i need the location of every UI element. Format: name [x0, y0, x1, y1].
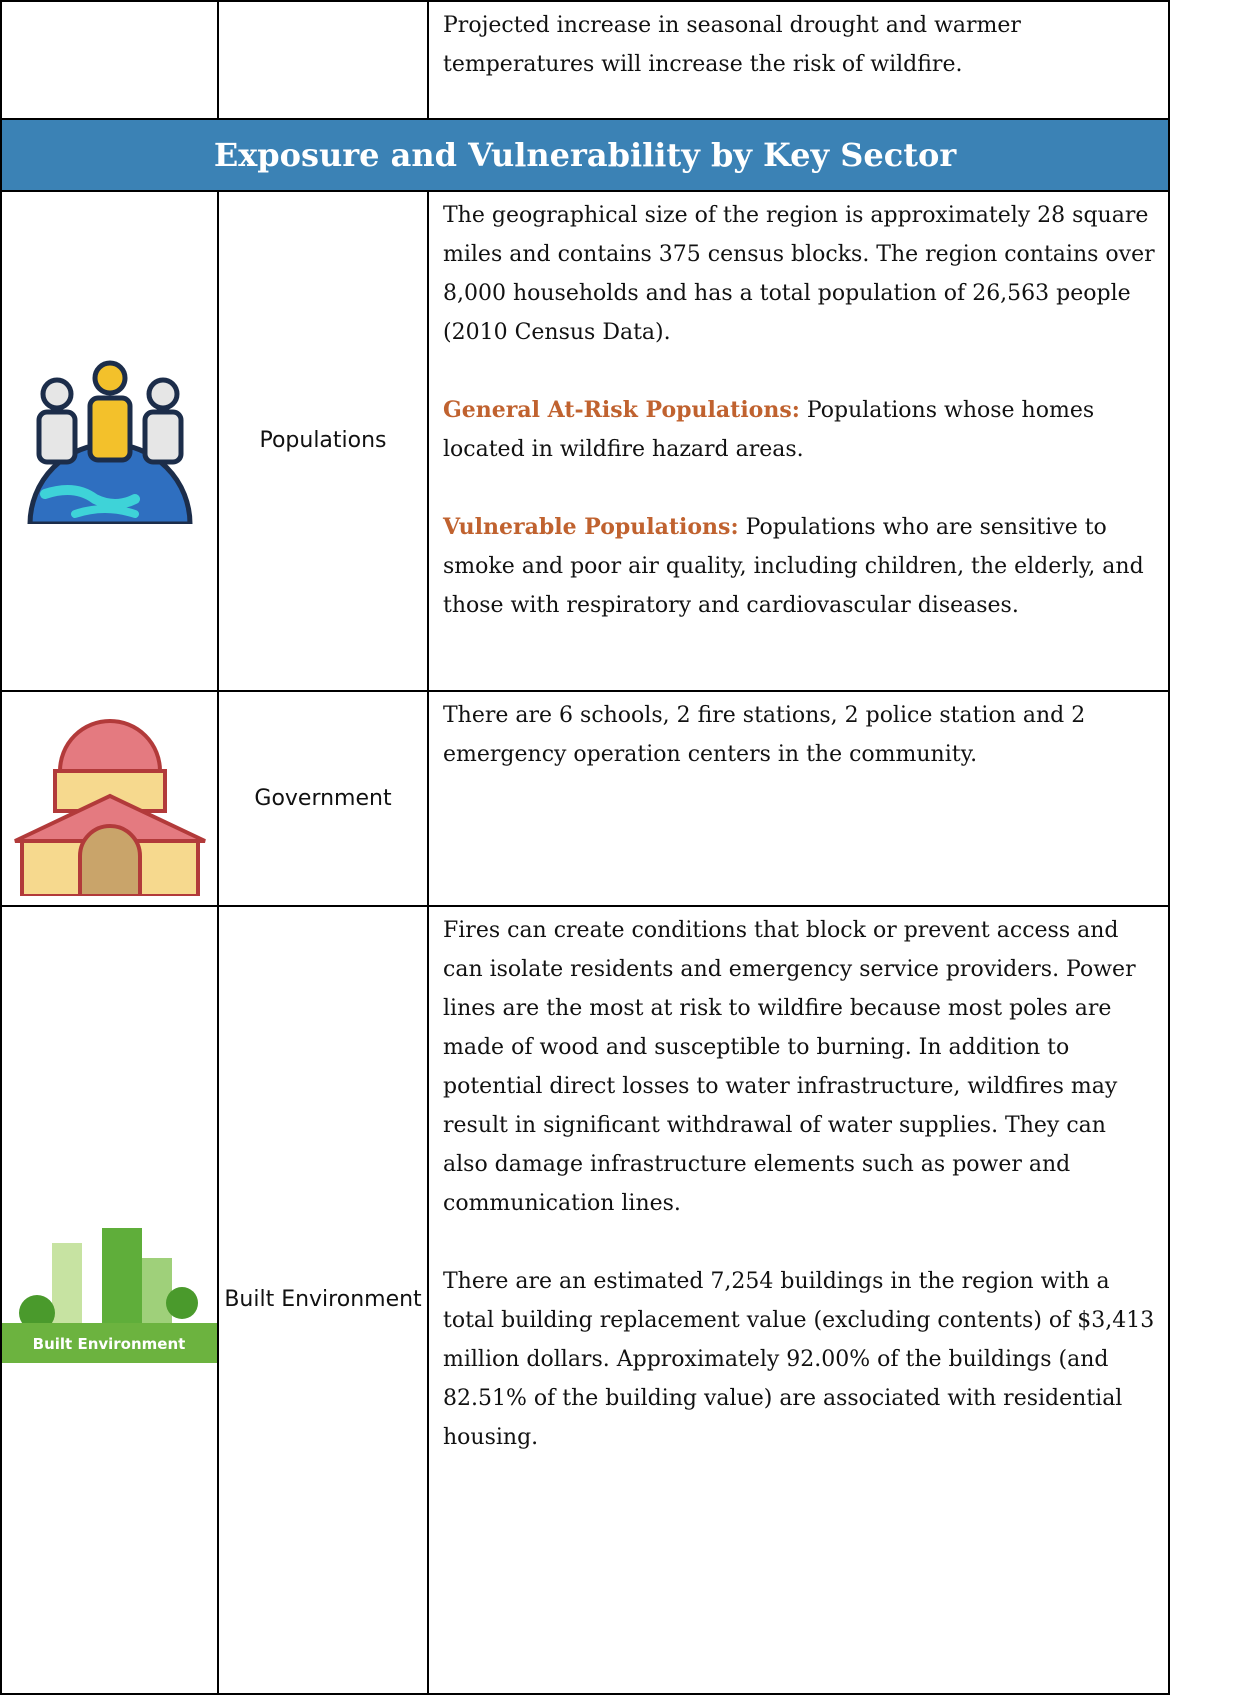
- row: Populations The geographical size of the…: [0, 190, 1170, 692]
- row-label: Populations: [217, 190, 429, 692]
- text: Fires can create conditions that block o…: [443, 918, 1136, 1216]
- paragraph: There are 6 schools, 2 fire stations, 2 …: [443, 696, 1156, 774]
- icon-text: Built Environment: [33, 1335, 186, 1353]
- row: Government There are 6 schools, 2 fire s…: [0, 690, 1170, 907]
- text: Populations whose homes located in wildf…: [443, 398, 1095, 462]
- lead: Vulnerable Populations:: [443, 514, 739, 540]
- paragraph: General At-Risk Populations: Populations…: [443, 391, 1156, 469]
- row: Built Environment Built Environment Fire…: [0, 905, 1170, 1695]
- top-text: Projected increase in seasonal drought a…: [443, 13, 1021, 77]
- built-environment-icon: Built Environment: [2, 1227, 217, 1363]
- government-icon: [13, 719, 206, 898]
- row-label: Built Environment: [217, 905, 429, 1695]
- paragraph: Fires can create conditions that block o…: [443, 911, 1156, 1223]
- lead: General At-Risk Populations:: [443, 397, 800, 423]
- text: There are an estimated 7,254 buildings i…: [443, 1269, 1155, 1450]
- top-row: Projected increase in seasonal drought a…: [0, 0, 1170, 120]
- populations-icon: [26, 360, 193, 526]
- paragraph: The geographical size of the region is a…: [443, 196, 1156, 352]
- sector-table: Projected increase in seasonal drought a…: [0, 0, 1170, 1695]
- paragraph: There are an estimated 7,254 buildings i…: [443, 1262, 1156, 1457]
- text: Populations who are sensitive to smoke a…: [443, 515, 1144, 618]
- text: The geographical size of the region is a…: [443, 203, 1155, 345]
- text: There are 6 schools, 2 fire stations, 2 …: [443, 703, 1086, 767]
- paragraph: Vulnerable Populations: Populations who …: [443, 508, 1156, 625]
- section-header: Exposure and Vulnerability by Key Sector: [0, 118, 1170, 192]
- row-label: Government: [217, 690, 429, 907]
